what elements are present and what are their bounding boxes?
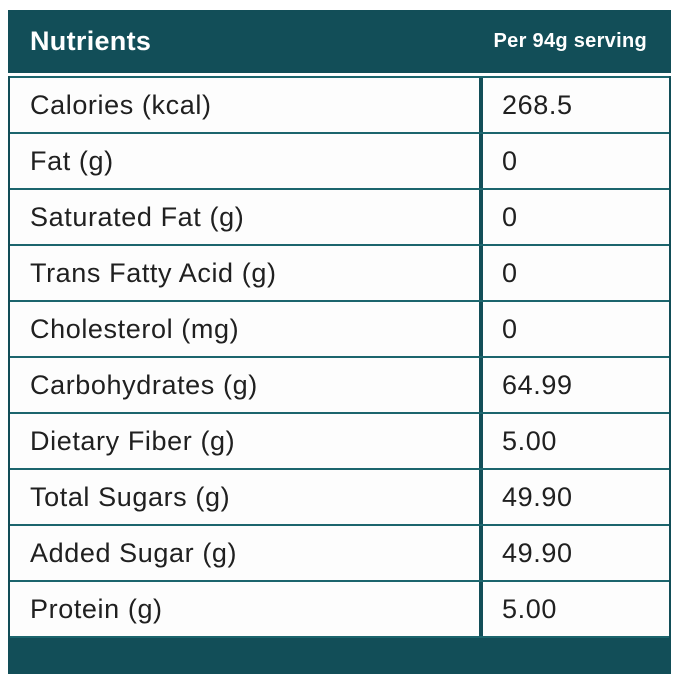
table-row-trans-fatty-acid: Trans Fatty Acid (g) 0 [10,246,669,302]
table-header-row: Nutrients Per 94g serving [8,10,671,76]
nutrition-table: Nutrients Per 94g serving Calories (kcal… [8,10,671,674]
nutrient-value: 0 [502,145,518,176]
nutrient-label: Trans Fatty Acid (g) [10,246,483,300]
table-row-calories: Calories (kcal) 268.5 [10,78,669,134]
nutrient-value: 0 [502,313,518,344]
nutrient-value: 49.90 [502,537,573,568]
nutrient-value: 5.00 [502,425,557,456]
table-title: Nutrients [30,26,152,56]
nutrient-label: Dietary Fiber (g) [10,414,483,468]
nutrient-label: Saturated Fat (g) [10,190,483,244]
table-row-protein: Protein (g) 5.00 [10,582,669,638]
serving-size-label: Per 94g serving [493,30,647,52]
nutrient-value: 0 [502,201,518,232]
nutrient-label: Calories (kcal) [10,78,483,132]
nutrient-value: 0 [502,257,518,288]
nutrient-label: Carbohydrates (g) [10,358,483,412]
nutrient-value: 49.90 [502,481,573,512]
nutrient-label: Total Sugars (g) [10,470,483,524]
table-footer-bar [8,638,671,674]
nutrient-label: Fat (g) [10,134,483,188]
nutrient-value: 268.5 [502,89,573,120]
nutrient-label: Added Sugar (g) [10,526,483,580]
table-row-saturated-fat: Saturated Fat (g) 0 [10,190,669,246]
nutrient-label: Cholesterol (mg) [10,302,483,356]
table-row-cholesterol: Cholesterol (mg) 0 [10,302,669,358]
table-row-total-sugars: Total Sugars (g) 49.90 [10,470,669,526]
table-row-fat: Fat (g) 0 [10,134,669,190]
table-row-carbohydrates: Carbohydrates (g) 64.99 [10,358,669,414]
table-body: Calories (kcal) 268.5 Fat (g) 0 Saturate… [10,76,669,638]
table-row-added-sugar: Added Sugar (g) 49.90 [10,526,669,582]
nutrient-label: Protein (g) [10,582,483,636]
nutrient-value: 64.99 [502,369,573,400]
nutrient-value: 5.00 [502,593,557,624]
table-row-dietary-fiber: Dietary Fiber (g) 5.00 [10,414,669,470]
